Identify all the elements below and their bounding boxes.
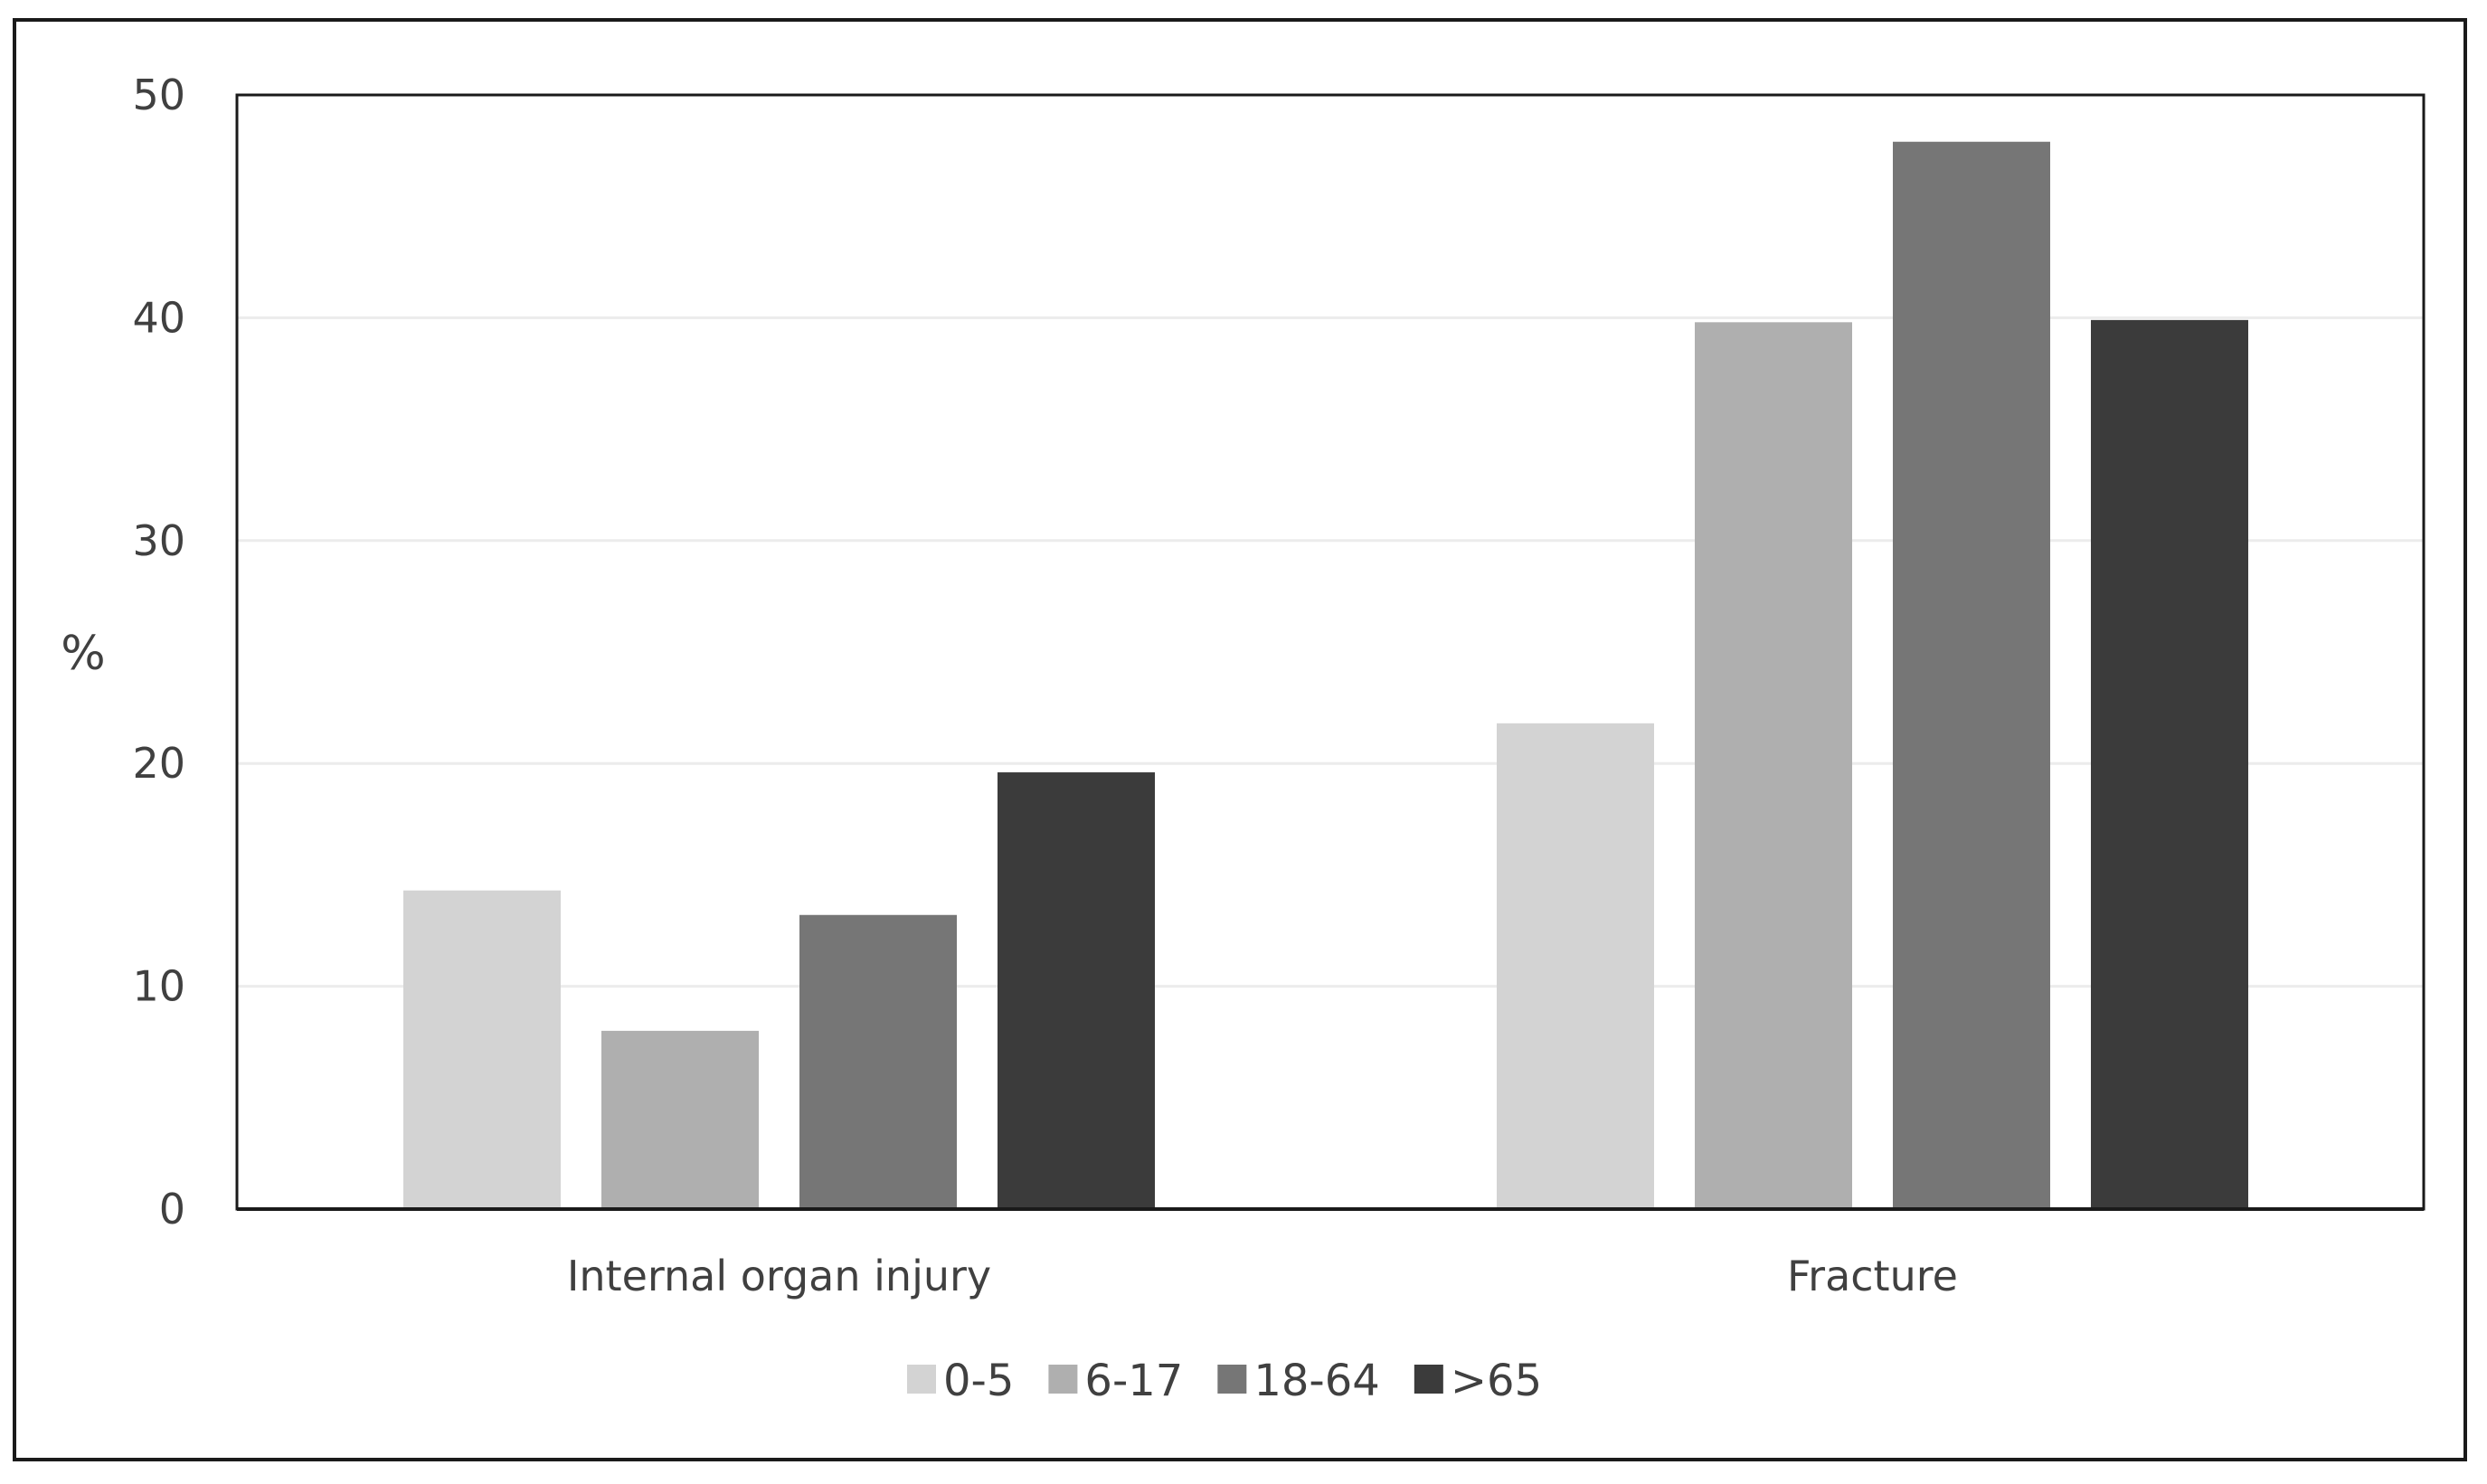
y-tick-label-40: 40 xyxy=(132,293,185,342)
bar-617-0 xyxy=(601,1030,759,1209)
bar-1864-0 xyxy=(799,914,957,1209)
bars xyxy=(403,141,2248,1209)
category-label-1: Fracture xyxy=(1787,1252,1958,1300)
bar-1864-1 xyxy=(1893,141,2050,1209)
bar-617-1 xyxy=(1695,322,1852,1209)
legend-label-3: >65 xyxy=(1451,1356,1542,1406)
bar-05-1 xyxy=(1497,723,1654,1209)
legend-swatch-2 xyxy=(1217,1365,1247,1394)
y-tick-label-0: 0 xyxy=(159,1185,185,1234)
category-labels: Internal organ injury Fracture xyxy=(567,1252,1958,1300)
axes xyxy=(235,93,2426,1211)
legend-swatch-3 xyxy=(1414,1365,1443,1394)
y-tick-labels: 0 10 20 30 40 50 xyxy=(132,71,185,1234)
bar-65-0 xyxy=(998,772,1155,1209)
legend-label-1: 6-17 xyxy=(1084,1356,1183,1406)
bar-65-1 xyxy=(2091,319,2248,1209)
y-tick-label-20: 20 xyxy=(132,739,185,788)
chart-frame xyxy=(13,18,2467,1461)
y-tick-label-50: 50 xyxy=(132,71,185,119)
y-tick-label-30: 30 xyxy=(132,516,185,565)
y-tick-label-10: 10 xyxy=(132,962,185,1011)
y-axis-label: % xyxy=(61,627,105,681)
legend-label-2: 18-64 xyxy=(1253,1356,1379,1406)
bar-05-0 xyxy=(403,890,561,1209)
legend-label-0: 0-5 xyxy=(943,1356,1014,1406)
legend-swatch-1 xyxy=(1048,1365,1078,1394)
legend-swatch-0 xyxy=(907,1365,936,1394)
legend: 0-5 6-17 18-64 >65 xyxy=(907,1356,1542,1406)
gridlines xyxy=(237,316,2424,988)
category-label-0: Internal organ injury xyxy=(567,1252,991,1300)
